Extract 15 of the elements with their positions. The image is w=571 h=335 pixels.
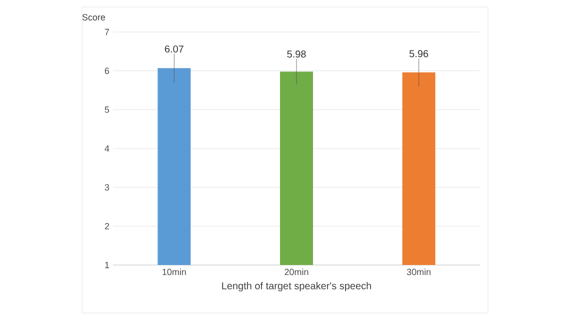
y-tick-label: 3 [104, 184, 110, 191]
y-tick-label: 5 [104, 106, 110, 113]
y-axis-title: Score [82, 14, 106, 20]
data-label: 6.07 [164, 45, 184, 53]
x-tick-label: 20min [284, 268, 308, 276]
y-tick-label: 1 [105, 262, 110, 268]
data-label: 5.96 [410, 50, 428, 58]
y-tick-label: 7 [104, 28, 110, 36]
y-tick-label: 2 [104, 223, 110, 230]
x-tick-label: 30min [406, 268, 430, 276]
y-tick-label: 4 [104, 145, 110, 152]
x-axis-title: Length of target speaker's speech [222, 282, 371, 292]
data-label: 5.98 [287, 50, 306, 58]
y-tick-label: 6 [104, 68, 110, 74]
x-tick-label: 10min [162, 268, 186, 276]
